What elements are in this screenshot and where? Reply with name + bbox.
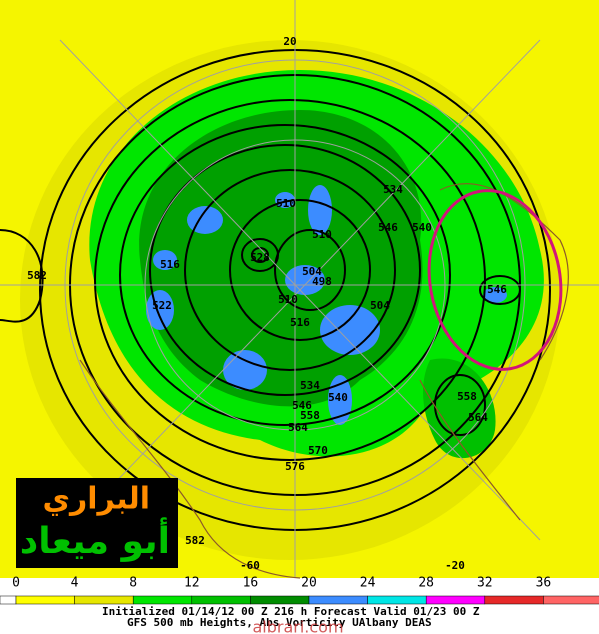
grid-label: 20 xyxy=(283,35,296,48)
dark-green-zone xyxy=(139,110,423,407)
colorbar-label: 32 xyxy=(477,576,493,591)
colorbar-label: 12 xyxy=(184,576,200,591)
colorbar-swatch xyxy=(250,595,310,605)
contour-label: 516 xyxy=(160,258,180,271)
colorbar-swatch xyxy=(308,595,368,605)
watermark-line1: البراري xyxy=(42,482,150,517)
contour-label: 504 xyxy=(302,265,322,278)
contour-label: 546 xyxy=(487,283,507,296)
footer-line2: GFS 500 mb Heights, Abs Vorticity UAlban… xyxy=(127,616,432,629)
contour-label: 570 xyxy=(308,444,328,457)
vorticity-blue xyxy=(146,185,507,425)
graticule xyxy=(0,0,599,578)
grid-label: -20 xyxy=(445,559,465,572)
colorbar-label: 28 xyxy=(418,576,434,591)
colorbar-swatch xyxy=(543,595,599,605)
contour-label: 510 xyxy=(312,228,332,241)
colorbar-swatch xyxy=(484,595,544,605)
colorbar-swatch xyxy=(0,595,17,605)
colorbar-label: 0 xyxy=(12,576,20,591)
watermark-line2: أبو ميعاد xyxy=(20,517,170,562)
colorbar-label: 24 xyxy=(360,576,376,591)
colorbar-label: 16 xyxy=(243,576,259,591)
highlight-circle xyxy=(427,189,563,371)
contour-label: 540 xyxy=(328,391,348,404)
footer-line1: Initialized 01/14/12 00 Z 216 h Forecast… xyxy=(102,605,480,618)
colorbar-swatch xyxy=(425,595,486,605)
colorbar-swatch xyxy=(132,595,193,605)
contour-label: 516 xyxy=(290,316,310,329)
colorbar-label: 36 xyxy=(536,576,552,591)
contour-label: 522 xyxy=(152,299,172,312)
colorbar-swatch xyxy=(191,595,251,605)
contour-label: 558 xyxy=(300,409,320,422)
contour-label: 498 xyxy=(312,275,332,288)
contour-label: 504 xyxy=(370,299,390,312)
watermark-box xyxy=(16,478,178,568)
colorbar-swatch xyxy=(74,595,134,605)
colorbar-label: 20 xyxy=(301,576,317,591)
watermark-site: albrari.com xyxy=(252,618,343,634)
colorbar-swatch xyxy=(367,595,427,605)
contour-label: 534 xyxy=(300,379,320,392)
coastlines xyxy=(79,183,569,579)
contour-label: 510 xyxy=(276,197,296,210)
contour-label: 582 xyxy=(185,534,205,547)
contour-label: 546 xyxy=(292,399,312,412)
contour-label: 564 xyxy=(288,421,308,434)
colorbar-label: 4 xyxy=(71,576,79,591)
contour-label: 558 xyxy=(457,390,477,403)
contour-label: 540 xyxy=(412,221,432,234)
colorbar-label: 8 xyxy=(129,576,137,591)
contour-label: 534 xyxy=(383,183,403,196)
contour-label: 576 xyxy=(285,460,305,473)
colorbar: 0 4 8 12 16 20 24 28 32 36 xyxy=(0,576,599,605)
contour-label: 528 xyxy=(250,251,270,264)
contour-label: 582 xyxy=(27,269,47,282)
colorbar-swatch xyxy=(15,595,75,605)
contour-label: 564 xyxy=(468,411,488,424)
grid-label: -60 xyxy=(240,559,260,572)
contour-label: 546 xyxy=(378,221,398,234)
contour-label: 510 xyxy=(278,293,298,306)
